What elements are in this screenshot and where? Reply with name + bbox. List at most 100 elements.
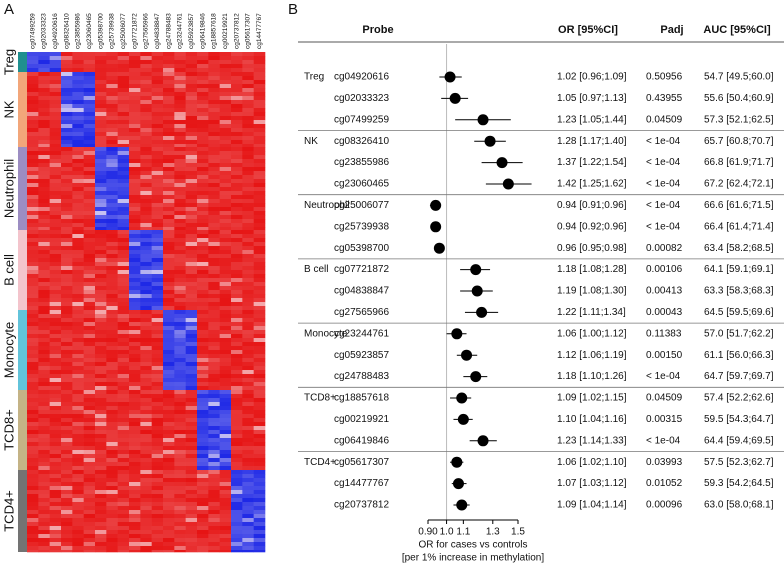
heatmap-cell — [129, 370, 141, 375]
or-ci: 1.09 [1.04;1.14] — [557, 500, 627, 511]
heatmap-cell — [242, 322, 254, 327]
heatmap-cell — [83, 454, 96, 459]
heatmap-cell — [185, 506, 198, 511]
heatmap-cell — [197, 282, 209, 287]
heatmap-cell — [49, 330, 62, 335]
heatmap-cell — [231, 290, 243, 295]
heatmap-cell — [95, 183, 107, 188]
heatmap-cell — [185, 334, 198, 339]
heatmap-cell — [117, 382, 130, 387]
heatmap-cell — [27, 402, 39, 407]
heatmap-cell — [83, 266, 96, 271]
heatmap-cell — [117, 406, 130, 411]
heatmap-cell — [83, 167, 96, 172]
heatmap-cell — [117, 334, 130, 339]
heatmap-cell — [49, 242, 62, 247]
heatmap-cell — [242, 522, 254, 527]
heatmap-cell — [117, 183, 130, 188]
heatmap-cell — [151, 438, 164, 443]
heatmap-cell — [208, 52, 220, 57]
heatmap-cell — [129, 242, 141, 247]
heatmap-cell — [174, 258, 186, 263]
heatmap-cell — [38, 187, 50, 192]
heatmap-cell — [106, 418, 118, 423]
heatmap-cell — [140, 282, 152, 287]
heatmap-cell — [140, 538, 152, 543]
probe: cg06419846 — [334, 435, 389, 446]
heatmap-cell — [185, 211, 198, 216]
heatmap-cell — [72, 52, 84, 57]
heatmap-cell — [95, 466, 107, 471]
heatmap-cell — [72, 68, 84, 73]
heatmap-cell — [72, 88, 84, 93]
heatmap-cell — [129, 502, 141, 507]
heatmap-cell — [38, 183, 50, 188]
heatmap-cell — [185, 242, 198, 247]
heatmap-cell — [27, 298, 39, 303]
heatmap-cell — [117, 254, 130, 259]
heatmap-cell — [129, 310, 141, 315]
x-tick-label: 1.5 — [511, 527, 525, 538]
heatmap-cell — [208, 112, 220, 117]
heatmap-cell — [49, 203, 62, 208]
group-label: B cell — [1, 254, 16, 286]
heatmap-cell — [208, 398, 220, 403]
heatmap-cell — [174, 358, 186, 363]
heatmap-cell — [174, 64, 186, 69]
heatmap-cell — [197, 68, 209, 73]
or-ci: 1.07 [1.03;1.12] — [557, 478, 627, 489]
heatmap-cell — [117, 542, 130, 547]
heatmap-cell — [106, 211, 118, 216]
heatmap-cell — [231, 470, 243, 475]
heatmap-cell — [242, 254, 254, 259]
heatmap-cell — [174, 502, 186, 507]
heatmap-cell — [72, 538, 84, 543]
heatmap-cell — [151, 52, 164, 57]
heatmap-cell — [117, 203, 130, 208]
heatmap-cell — [49, 342, 62, 347]
heatmap-cell — [61, 136, 73, 141]
heatmap-cell — [83, 140, 96, 145]
heatmap-cell — [197, 402, 209, 407]
heatmap-cell — [140, 274, 152, 279]
heatmap-cell — [106, 526, 118, 531]
heatmap-cell — [129, 550, 141, 553]
heatmap-cell — [140, 88, 152, 93]
auc: 57.5 [52.3;62.7] — [704, 457, 774, 468]
heatmap-cell — [185, 378, 198, 383]
heatmap-cell — [83, 230, 96, 235]
heatmap-cell — [106, 64, 118, 69]
or-point — [484, 135, 496, 147]
heatmap-cell — [253, 298, 266, 303]
heatmap-cell — [72, 136, 84, 141]
heatmap-cell — [61, 498, 73, 503]
heatmap-cell — [83, 52, 96, 57]
heatmap-cell — [163, 318, 175, 323]
heatmap-cell — [163, 234, 175, 239]
heatmap-cell — [61, 462, 73, 467]
heatmap-cell — [140, 286, 152, 291]
heatmap-cell — [219, 132, 232, 137]
heatmap-cell — [219, 262, 232, 267]
heatmap-cell — [140, 454, 152, 459]
heatmap-cell — [49, 96, 62, 101]
heatmap-cell — [61, 438, 73, 443]
heatmap-cell — [219, 306, 232, 311]
heatmap-cell — [140, 96, 152, 101]
heatmap-cell — [185, 171, 198, 176]
heatmap-cell — [129, 354, 141, 359]
heatmap-cell — [106, 147, 118, 152]
heatmap-cell — [117, 64, 130, 69]
heatmap-cell — [174, 414, 186, 419]
heatmap-cell — [219, 179, 232, 184]
heatmap-cell — [140, 163, 152, 168]
heatmap-cell — [83, 314, 96, 319]
heatmap-cell — [72, 171, 84, 176]
heatmap-cell — [231, 294, 243, 299]
heatmap-cell — [151, 502, 164, 507]
heatmap-cell — [129, 322, 141, 327]
heatmap-cell — [38, 494, 50, 499]
heatmap-cell — [49, 64, 62, 69]
heatmap-cell — [242, 334, 254, 339]
heatmap-cell — [117, 518, 130, 523]
